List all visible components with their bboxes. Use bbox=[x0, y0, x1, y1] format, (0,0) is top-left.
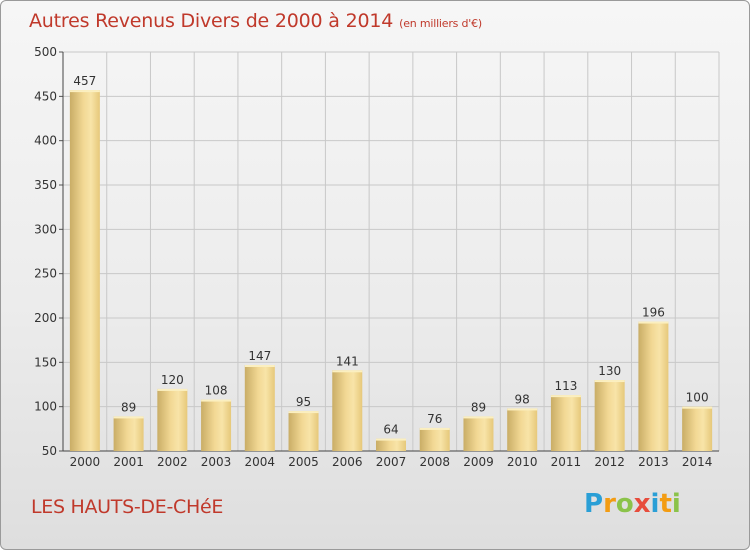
x-tick-label: 2002 bbox=[157, 455, 188, 469]
y-tick-label: 350 bbox=[34, 178, 57, 192]
bar-top-2008 bbox=[419, 427, 450, 430]
bar-top-2006 bbox=[332, 370, 363, 373]
y-tick-label: 50 bbox=[42, 444, 57, 458]
y-tick-label: 250 bbox=[34, 267, 57, 281]
commune-name: LES HAUTS-DE-CHéE bbox=[31, 496, 224, 518]
y-tick-label: 300 bbox=[34, 222, 57, 236]
value-label: 130 bbox=[598, 364, 621, 378]
value-label: 113 bbox=[554, 379, 577, 393]
value-label: 89 bbox=[471, 400, 486, 414]
x-tick-label: 2005 bbox=[288, 455, 319, 469]
value-label: 95 bbox=[296, 395, 311, 409]
value-label: 196 bbox=[642, 306, 665, 320]
bar-2001 bbox=[113, 416, 144, 451]
value-label: 120 bbox=[161, 373, 184, 387]
logo-letter: i bbox=[650, 489, 660, 519]
bar-top-2001 bbox=[113, 416, 144, 419]
bar-top-2009 bbox=[463, 416, 494, 419]
x-tick-label: 2003 bbox=[201, 455, 232, 469]
bar-top-2010 bbox=[507, 408, 538, 411]
bars bbox=[69, 90, 713, 452]
bar-top-2005 bbox=[288, 411, 319, 414]
bar-2011 bbox=[550, 395, 581, 451]
bar-2013 bbox=[638, 321, 669, 451]
chart-title-text: Autres Revenus Divers de 2000 à 2014 bbox=[29, 10, 394, 32]
bar-2010 bbox=[507, 408, 538, 451]
y-tick-label: 100 bbox=[34, 400, 57, 414]
bar-2003 bbox=[201, 399, 232, 451]
x-tick-label: 2011 bbox=[551, 455, 582, 469]
x-tick-label: 2012 bbox=[594, 455, 625, 469]
value-label: 457 bbox=[73, 74, 96, 88]
bar-2012 bbox=[594, 380, 625, 451]
x-tick-label: 2004 bbox=[245, 455, 276, 469]
x-tick-label: 2000 bbox=[70, 455, 101, 469]
y-tick-label: 500 bbox=[34, 45, 57, 59]
logo-letter: t bbox=[659, 489, 672, 519]
value-label: 98 bbox=[515, 392, 530, 406]
x-tick-label: 2007 bbox=[376, 455, 407, 469]
bar-2014 bbox=[682, 406, 713, 451]
bar-top-2003 bbox=[201, 399, 232, 402]
value-label: 108 bbox=[205, 384, 228, 398]
bar-top-2004 bbox=[244, 364, 275, 367]
x-tick-label: 2008 bbox=[419, 455, 450, 469]
value-label: 64 bbox=[383, 423, 398, 437]
bar-2008 bbox=[419, 427, 450, 451]
bar-top-2013 bbox=[638, 321, 669, 324]
bar-top-2007 bbox=[376, 438, 406, 441]
x-tick-label: 2006 bbox=[332, 455, 363, 469]
bar-2006 bbox=[332, 370, 363, 451]
logo-letter: r bbox=[603, 489, 616, 519]
y-tick-label: 150 bbox=[34, 355, 57, 369]
logo-letter: i bbox=[671, 489, 681, 519]
y-tick-label: 450 bbox=[34, 89, 57, 103]
value-label: 100 bbox=[686, 391, 709, 405]
x-tick-label: 2013 bbox=[638, 455, 669, 469]
bar-top-2012 bbox=[594, 380, 625, 383]
logo-letter: P bbox=[584, 489, 604, 519]
x-tick-label: 2014 bbox=[682, 455, 713, 469]
value-label: 89 bbox=[121, 400, 136, 414]
bar-2009 bbox=[463, 416, 494, 451]
value-label: 141 bbox=[336, 354, 359, 368]
bar-top-2014 bbox=[682, 406, 713, 409]
bar-top-2002 bbox=[157, 388, 188, 391]
x-tick-label: 2001 bbox=[113, 455, 144, 469]
bar-top-2011 bbox=[550, 395, 581, 398]
labels: 50 100 150 200 250 300 350 400 450 500 457 2000 89 20… bbox=[34, 45, 712, 469]
bar-top-2000 bbox=[69, 90, 100, 93]
y-tick-label: 400 bbox=[34, 134, 57, 148]
bar-2000 bbox=[69, 90, 100, 452]
value-label: 147 bbox=[248, 349, 271, 363]
chart-title-unit: (en milliers d'€) bbox=[399, 17, 483, 30]
logo-letter: o bbox=[615, 489, 634, 519]
bar-2007 bbox=[376, 438, 406, 451]
proxiti-logo: Proxiti bbox=[584, 489, 681, 519]
x-tick-label: 2009 bbox=[463, 455, 494, 469]
chart-title: Autres Revenus Divers de 2000 à 2014 (en … bbox=[29, 10, 482, 32]
bar-2004 bbox=[244, 364, 275, 451]
value-label: 76 bbox=[427, 412, 442, 426]
bar-2002 bbox=[157, 388, 188, 451]
y-tick-label: 200 bbox=[34, 311, 57, 325]
logo-letter: x bbox=[633, 489, 651, 519]
bar-2005 bbox=[288, 411, 319, 451]
x-tick-label: 2010 bbox=[507, 455, 538, 469]
